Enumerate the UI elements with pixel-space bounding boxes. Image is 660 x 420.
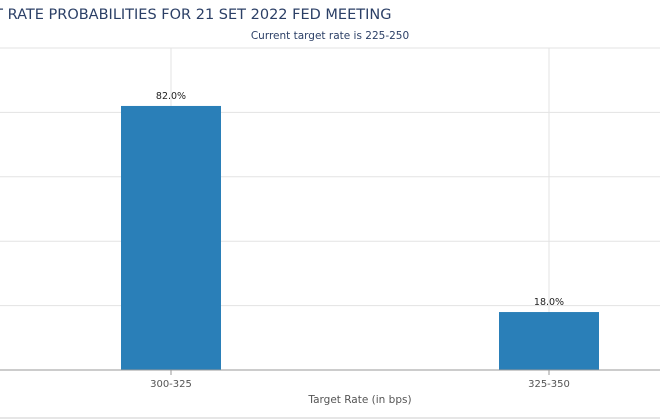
chart-subtitle: Current target rate is 225-250 xyxy=(251,30,409,42)
x-tick-label-325-350: 325-350 xyxy=(528,379,570,390)
data-labels-group: 82.0% 18.0% xyxy=(156,91,564,308)
chart-title: TARGET RATE PROBABILITIES FOR 21 SET 202… xyxy=(0,7,391,23)
x-tick-label-300-325: 300-325 xyxy=(150,379,192,390)
data-label-300-325: 82.0% xyxy=(156,91,186,102)
data-label-325-350: 18.0% xyxy=(534,297,564,308)
bar-325-350[interactable] xyxy=(499,312,599,370)
bar-300-325[interactable] xyxy=(121,105,221,371)
bars-group xyxy=(121,105,599,371)
x-tick-labels: 300-325 325-350 xyxy=(150,370,570,390)
x-axis-label: Target Rate (in bps) xyxy=(307,394,411,406)
